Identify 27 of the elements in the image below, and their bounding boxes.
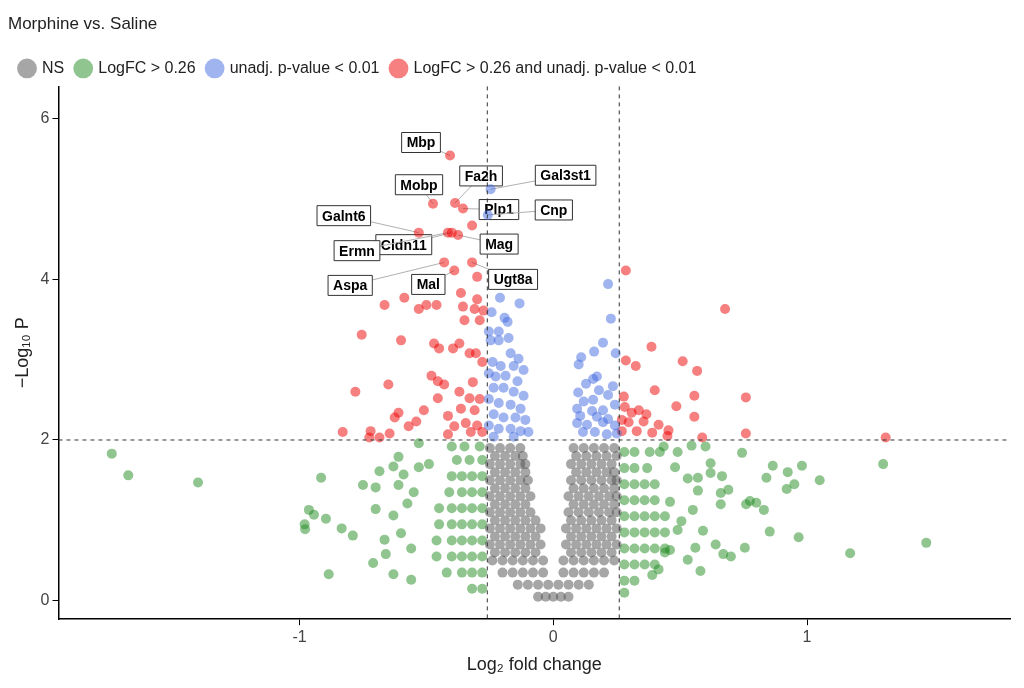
y-tick-label: 6 [40, 108, 50, 126]
annotation: Galnt6 [322, 207, 366, 224]
annotation: Cnp [540, 201, 568, 218]
annotation: Gal3st1 [540, 167, 592, 184]
legend-label: LogFC > 0.26 and unadj. p-value < 0.01 [413, 58, 697, 76]
y-tick-label: 0 [40, 591, 50, 609]
legend-label: unadj. p-value < 0.01 [229, 58, 380, 76]
y-axis-title: −Log₁₀ P [11, 317, 32, 389]
annotation: Fa2h [464, 167, 498, 184]
legend-label: NS [42, 58, 65, 76]
annotation: Plp1 [484, 201, 514, 218]
annotation: Mag [485, 235, 514, 252]
annotation: Mobp [400, 176, 438, 193]
annotation: Mal [416, 276, 440, 293]
legend-label: LogFC > 0.26 [98, 58, 196, 76]
annotation: Ugt8a [493, 271, 533, 288]
x-axis-title: Log₂ fold change [466, 654, 602, 675]
y-tick-label: 4 [40, 269, 50, 287]
annotation: Aspa [333, 277, 368, 294]
annotation: Mbp [406, 134, 436, 151]
x-tick-label: 1 [802, 628, 812, 646]
y-tick-label: 2 [40, 430, 50, 448]
x-tick-label: -1 [292, 628, 307, 646]
x-tick-label: 0 [548, 628, 558, 646]
annotation: Cldn11 [380, 236, 427, 253]
annotation: Ermn [339, 242, 375, 259]
chart-title: Morphine vs. Saline [8, 13, 158, 33]
